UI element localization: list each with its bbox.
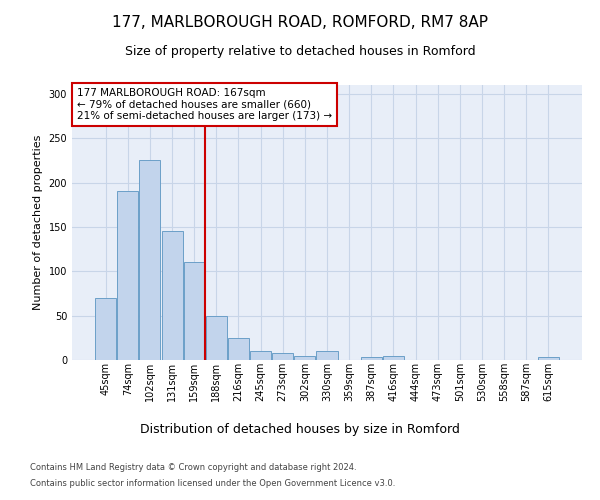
Y-axis label: Number of detached properties: Number of detached properties — [33, 135, 43, 310]
Bar — [383, 356, 404, 360]
Text: Distribution of detached houses by size in Romford: Distribution of detached houses by size … — [140, 422, 460, 436]
Text: Contains HM Land Registry data © Crown copyright and database right 2024.: Contains HM Land Registry data © Crown c… — [30, 464, 356, 472]
Bar — [538, 358, 559, 360]
Text: 177 MARLBOROUGH ROAD: 167sqm
← 79% of detached houses are smaller (660)
21% of s: 177 MARLBOROUGH ROAD: 167sqm ← 79% of de… — [77, 88, 332, 121]
Bar — [206, 316, 227, 360]
Bar — [250, 351, 271, 360]
Text: Size of property relative to detached houses in Romford: Size of property relative to detached ho… — [125, 45, 475, 58]
Text: Contains public sector information licensed under the Open Government Licence v3: Contains public sector information licen… — [30, 478, 395, 488]
Bar — [295, 356, 316, 360]
Bar — [184, 262, 205, 360]
Bar — [228, 338, 249, 360]
Bar — [95, 298, 116, 360]
Bar — [161, 232, 182, 360]
Bar — [139, 160, 160, 360]
Bar — [361, 358, 382, 360]
Bar — [316, 351, 338, 360]
Bar — [118, 192, 139, 360]
Text: 177, MARLBOROUGH ROAD, ROMFORD, RM7 8AP: 177, MARLBOROUGH ROAD, ROMFORD, RM7 8AP — [112, 15, 488, 30]
Bar — [272, 353, 293, 360]
